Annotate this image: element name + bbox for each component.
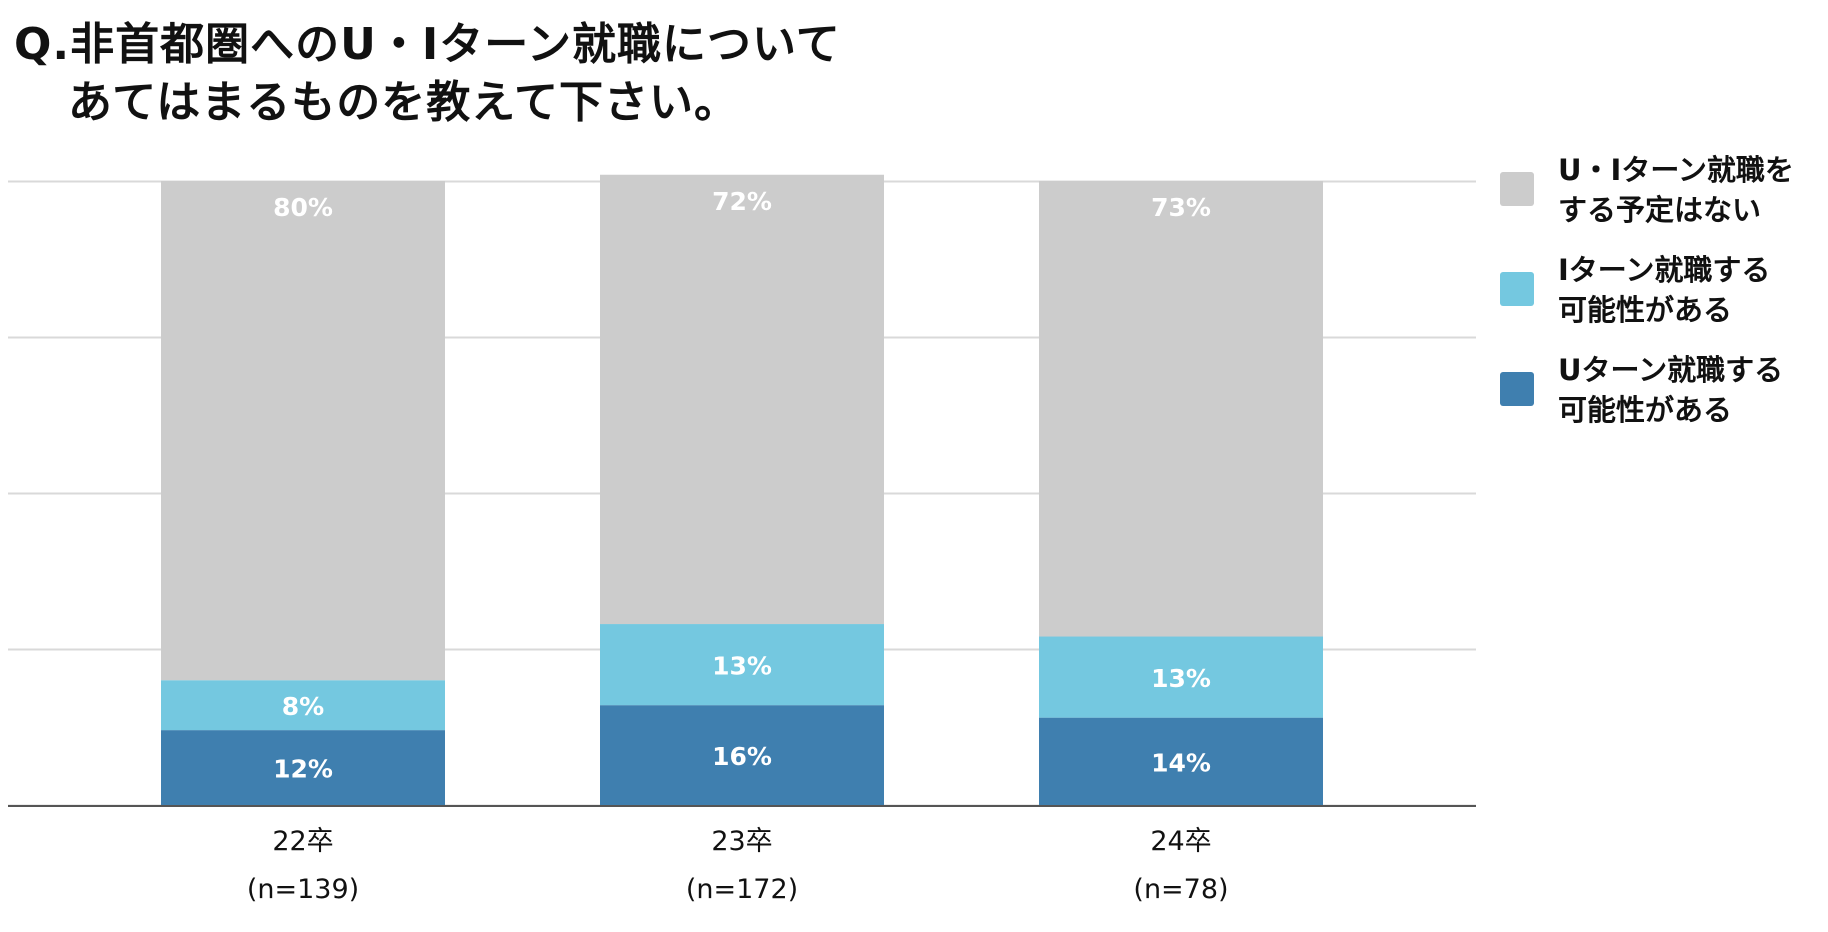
data-label: 13% [712, 652, 772, 681]
bar-segment [161, 730, 445, 805]
x-tick-label: 23卒 [711, 826, 772, 857]
legend-label: Uターン就職する 可能性がある [1558, 353, 1784, 427]
legend-item: Uターン就職する 可能性がある [1500, 350, 1820, 450]
bar-segment [1039, 181, 1323, 637]
chart-title-line2: あてはまるものを教えて下さい。 [68, 77, 740, 128]
legend-swatch [1500, 372, 1534, 406]
data-label: 72% [712, 187, 772, 216]
data-label: 14% [1151, 748, 1211, 777]
data-label: 8% [282, 692, 324, 721]
legend-item: Iターン就職する 可能性がある [1500, 250, 1820, 350]
x-tick-sublabel: (n=139) [247, 874, 359, 905]
legend-label: Iターン就職する 可能性がある [1558, 253, 1771, 327]
bar-segment [600, 174, 884, 625]
chart-title: Q.非首都圏へのU・Iターン就職について あてはまるものを教えて下さい。 [14, 16, 841, 132]
x-tick-label: 22卒 [272, 826, 333, 857]
x-tick-label: 24卒 [1150, 826, 1211, 857]
x-tick-sublabel: (n=78) [1133, 874, 1228, 905]
bar-segment [161, 181, 445, 681]
bar-segment [600, 624, 884, 706]
legend-label: U・Iターン就職を する予定はない [1558, 153, 1794, 227]
data-label: 12% [273, 755, 333, 784]
x-axis: 22卒 (n=139) 23卒 (n=172) 24卒 (n=78) [8, 805, 1476, 905]
data-label: 80% [273, 193, 333, 222]
legend-swatch [1500, 172, 1534, 206]
bar-segment [1039, 636, 1323, 718]
bars: 12% 8% 80% 16% 13% 72% 14% 13% 73% [161, 174, 1323, 805]
legend-swatch [1500, 272, 1534, 306]
chart-title-line1: Q.非首都圏へのU・Iターン就職について [14, 19, 841, 70]
x-tick-sublabel: (n=172) [686, 874, 798, 905]
data-label: 16% [712, 742, 772, 771]
data-label: 73% [1151, 193, 1211, 222]
legend: U・Iターン就職を する予定はない Iターン就職する 可能性がある Uターン就職する… [1500, 150, 1820, 450]
bar-segment [1039, 717, 1323, 805]
bar-segment [161, 680, 445, 731]
bar-segment [600, 705, 884, 805]
legend-item: U・Iターン就職を する予定はない [1500, 150, 1820, 250]
data-label: 13% [1151, 664, 1211, 693]
stacked-bar-chart: 12% 8% 80% 16% 13% 72% 14% 13% 73% 22卒 (n=139) 23卒… [8, 174, 1476, 905]
